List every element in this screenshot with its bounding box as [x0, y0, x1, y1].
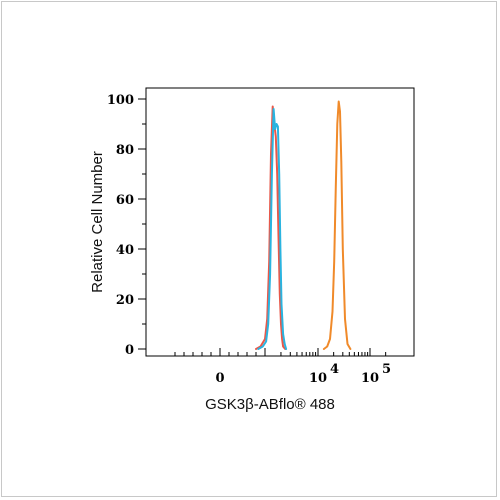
y-tick-label: 100 [107, 93, 134, 108]
x-tick-label: 10 [361, 371, 379, 386]
y-tick-label: 40 [116, 243, 134, 258]
x-tick-exponent: 4 [330, 362, 339, 377]
x-tick-label: 10 [309, 371, 327, 386]
y-tick-label: 80 [116, 143, 134, 158]
x-axis-title: GSK3β-ABflo® 488 [205, 396, 335, 413]
plot-area-border [145, 87, 415, 357]
y-axis: 0 20 40 60 80 100 [107, 93, 146, 358]
x-tick-label: 0 [215, 371, 224, 386]
y-tick-label: 0 [125, 343, 134, 358]
y-tick-label: 20 [116, 293, 134, 308]
y-axis-title: Relative Cell Number [89, 151, 106, 293]
x-tick-exponent: 5 [382, 362, 391, 377]
y-tick-label: 60 [116, 193, 134, 208]
series-group [255, 100, 352, 350]
series-line-2 [257, 108, 288, 350]
series-line-1 [255, 105, 287, 350]
series-line-3 [322, 100, 352, 350]
